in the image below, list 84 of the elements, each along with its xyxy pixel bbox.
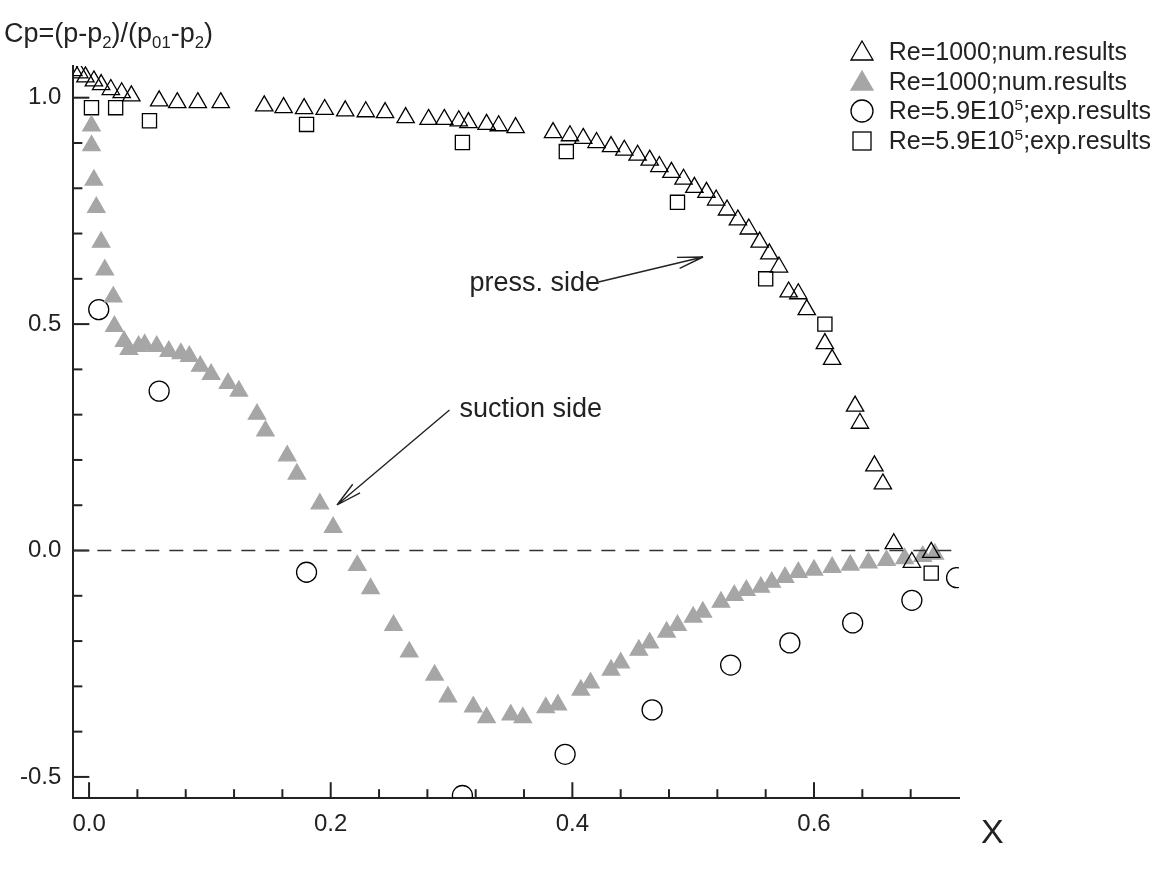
point <box>685 176 704 193</box>
point <box>188 92 208 109</box>
point <box>149 90 169 107</box>
y-tick-label: 0.5 <box>27 308 62 336</box>
legend-label: Re=5.9E10$^{5}$;exp.results <box>888 126 1151 156</box>
point <box>822 348 842 366</box>
point <box>434 108 454 126</box>
point <box>101 78 121 96</box>
point <box>573 127 593 145</box>
point <box>91 73 111 91</box>
x-tick-label: 0.0 <box>72 809 106 837</box>
point <box>148 380 170 402</box>
point <box>167 92 187 109</box>
x-tick-label: 0.2 <box>314 809 348 837</box>
point <box>489 115 508 132</box>
point <box>587 131 606 149</box>
point <box>797 298 817 316</box>
point <box>396 106 415 124</box>
annotation: suction side <box>459 392 603 424</box>
point <box>356 101 376 118</box>
point <box>921 541 941 558</box>
x-tick-label: 0.4 <box>555 809 590 837</box>
point <box>850 412 870 429</box>
annotation: press. side <box>469 266 601 298</box>
y-tick-label: 0.0 <box>27 535 62 563</box>
point <box>294 97 314 115</box>
point <box>274 97 293 114</box>
point <box>628 144 647 161</box>
point <box>560 125 580 142</box>
point <box>697 181 716 198</box>
point <box>543 121 563 139</box>
point <box>769 256 789 273</box>
point <box>650 155 669 173</box>
point <box>779 632 801 654</box>
x-tick-label: 0.6 <box>797 809 831 837</box>
point <box>112 82 131 99</box>
point <box>706 189 726 206</box>
point <box>315 98 334 116</box>
point <box>865 455 884 472</box>
point <box>788 283 808 300</box>
point <box>739 218 759 235</box>
point <box>842 612 864 634</box>
point <box>641 699 663 721</box>
point <box>615 139 634 156</box>
point <box>845 395 865 412</box>
point <box>449 110 469 127</box>
point <box>211 92 231 109</box>
point <box>884 533 904 550</box>
legend-label: Re=1000;num.results <box>888 36 1128 66</box>
point <box>717 199 737 216</box>
y-tick-label: -0.5 <box>20 761 62 789</box>
point <box>254 95 274 112</box>
point <box>335 100 355 117</box>
point <box>923 565 939 581</box>
point <box>459 111 478 129</box>
point <box>674 168 693 185</box>
point <box>760 243 779 260</box>
x-axis-title: X <box>981 812 1004 852</box>
point <box>902 551 922 568</box>
point <box>640 149 659 166</box>
point <box>817 316 833 332</box>
point <box>901 589 923 611</box>
point <box>873 473 893 490</box>
y-tick-label: 1.0 <box>27 82 62 110</box>
point <box>84 70 104 87</box>
point <box>506 116 525 134</box>
point <box>122 85 141 102</box>
point <box>375 101 395 119</box>
point <box>719 654 742 676</box>
point <box>815 332 835 350</box>
legend-label: Re=1000;num.results <box>888 66 1128 96</box>
y-axis-title: Cp=(p-p$_{2}$)/(p$_{01}$-p$_{2}$) <box>4 18 214 54</box>
point <box>554 743 576 765</box>
point <box>750 231 769 248</box>
point <box>662 161 681 179</box>
point <box>76 66 95 83</box>
point <box>601 135 621 153</box>
point <box>88 298 110 321</box>
point <box>779 281 798 298</box>
point <box>295 561 318 583</box>
point <box>477 113 496 131</box>
legend-label: Re=5.9E10$^{5}$;exp.results <box>888 96 1151 126</box>
point <box>419 108 438 126</box>
point <box>728 209 748 226</box>
